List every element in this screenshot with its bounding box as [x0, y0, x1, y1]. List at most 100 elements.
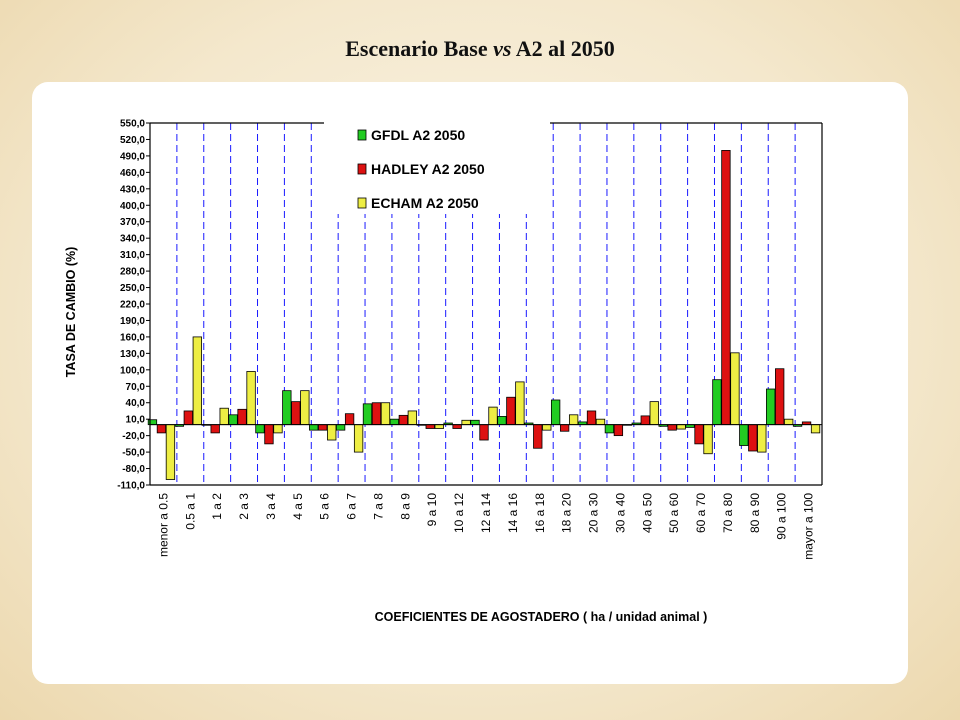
bar-echam	[273, 424, 283, 434]
bar-echam	[327, 424, 337, 441]
x-tick-label: mayor a 100	[802, 493, 816, 560]
bar-hadley	[775, 368, 785, 426]
x-tick-label: 10 a 12	[452, 493, 466, 533]
y-tick-label: 550,0	[120, 119, 145, 130]
bar-hadley	[344, 413, 355, 426]
x-tick-labels: menor a 0.5 0.5 a 1 1 a 2 2 a 3 3 a 4 4 a 5 5 …	[156, 493, 815, 560]
x-tick-label: 12 a 14	[479, 493, 493, 533]
bar-hadley	[291, 401, 301, 426]
y-tick-label: 220,0	[120, 300, 145, 311]
bar-gfdl	[604, 424, 615, 434]
x-tick-label: 8 a 9	[398, 493, 412, 520]
y-tick-label: 490,0	[120, 151, 145, 162]
bar-echam	[515, 381, 525, 426]
y-tick-label: 70,0	[126, 382, 146, 393]
x-tick-label: 4 a 5	[291, 493, 305, 520]
legend-label: GFDL A2 2050	[371, 127, 465, 143]
x-tick-label: 2 a 3	[237, 493, 251, 520]
bar-hadley	[183, 410, 193, 426]
bar-echam	[488, 406, 498, 426]
bar-hadley	[156, 424, 167, 434]
y-tick-label: 190,0	[120, 316, 145, 327]
bar-echam	[568, 414, 579, 426]
y-tick-label: 310,0	[120, 250, 145, 261]
bar-echam	[461, 419, 471, 426]
bar-echam	[165, 424, 176, 480]
bar-hadley	[667, 424, 677, 431]
bar-echam	[595, 418, 606, 426]
bar-hadley	[237, 408, 247, 426]
legend-swatch	[357, 129, 367, 141]
x-tick-label: 50 a 60	[667, 493, 681, 533]
bar-gfdl	[712, 379, 722, 426]
x-tick-label: 80 a 90	[748, 493, 762, 533]
y-tick-label: -110,0	[117, 481, 145, 492]
x-tick-label: 70 a 80	[721, 493, 735, 533]
bar-hadley	[398, 414, 409, 426]
x-tick-label: 0.5 a 1	[183, 493, 197, 530]
bar-hadley	[694, 424, 704, 445]
bar-echam	[703, 424, 713, 455]
bar-echam	[676, 424, 686, 430]
legend-swatch	[357, 163, 367, 175]
bar-hadley	[425, 424, 435, 429]
bar-echam	[380, 402, 391, 426]
bar-echam	[407, 410, 418, 426]
bar-gfdl	[309, 424, 319, 431]
bar-hadley	[506, 396, 516, 426]
y-tick-label: 10,0	[126, 415, 146, 426]
x-tick-label: 3 a 4	[264, 493, 278, 520]
y-tick-label: 520,0	[120, 135, 145, 146]
bar-gfdl	[389, 418, 400, 426]
bar-echam	[649, 401, 659, 426]
y-tick-label: 280,0	[120, 267, 145, 278]
legend-swatch	[357, 197, 367, 209]
bar-echam	[353, 424, 364, 453]
x-tick-label: 60 a 70	[694, 493, 708, 533]
bar-echam	[434, 424, 444, 429]
x-axis-title: COEFICIENTES DE AGOSTADERO ( ha / unidad…	[375, 610, 708, 624]
bar-gfdl	[497, 416, 507, 426]
bar-hadley	[559, 424, 570, 432]
x-tick-label: 90 a 100	[775, 493, 789, 540]
bar-echam	[757, 424, 767, 453]
bar-echam	[300, 390, 310, 426]
bar-hadley	[371, 402, 382, 426]
bar-echam	[810, 424, 821, 434]
bar-hadley	[533, 424, 543, 449]
bar-hadley	[318, 424, 328, 431]
x-tick-label: 9 a 10	[425, 493, 439, 527]
x-tick-label: 1 a 2	[210, 493, 224, 520]
y-tick-label: 160,0	[120, 332, 145, 343]
bar-gfdl	[550, 399, 561, 426]
bar-hadley	[613, 424, 624, 437]
bar-echam	[219, 407, 229, 426]
bar-gfdl	[335, 424, 346, 431]
x-tick-label: 7 a 8	[371, 493, 385, 520]
bar-echam	[784, 418, 794, 426]
legend: GFDL A2 2050 HADLEY A2 2050 ECHAM A2 2050	[357, 127, 485, 211]
bar-hadley	[210, 424, 220, 434]
x-tick-label: 6 a 7	[345, 493, 359, 520]
y-axis-title: TASA DE CAMBIO (%)	[64, 247, 78, 378]
bar-gfdl	[282, 390, 292, 426]
y-tick-label: 100,0	[120, 365, 145, 376]
bar-hadley	[586, 410, 597, 426]
bar-gfdl	[228, 414, 238, 426]
bar-echam	[730, 352, 740, 426]
y-tick-label: 460,0	[120, 168, 145, 179]
bar-hadley	[452, 424, 462, 429]
y-tick-label: 400,0	[120, 201, 145, 212]
legend-label: ECHAM A2 2050	[371, 195, 479, 211]
bar-gfdl	[362, 403, 373, 426]
bar-hadley	[479, 424, 489, 441]
y-tick-label: 40,0	[126, 398, 146, 409]
bar-echam	[192, 336, 202, 426]
x-tick-label: 20 a 30	[587, 493, 601, 533]
bar-echam	[246, 371, 256, 426]
y-tick-label: 430,0	[120, 184, 145, 195]
bar-echam	[542, 424, 552, 431]
y-tick-label: 250,0	[120, 283, 145, 294]
y-tick-label: -20,0	[122, 431, 145, 442]
x-tick-label: menor a 0.5	[156, 493, 170, 557]
